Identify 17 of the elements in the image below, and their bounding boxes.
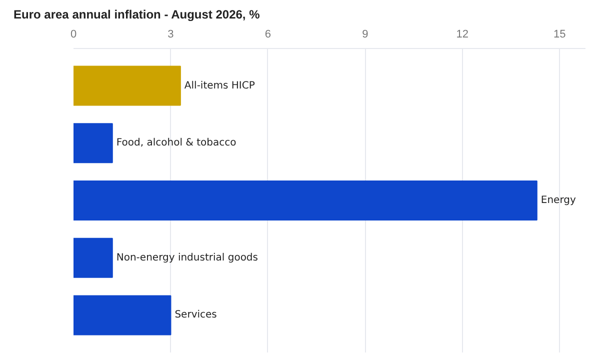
y-tick-label: All-items HICP — [184, 80, 255, 92]
x-tick-label: 6 — [264, 28, 271, 40]
x-tick-label: 12 — [456, 28, 468, 40]
y-tick-label: Non-energy industrial goods — [116, 252, 258, 264]
y-tick-label: Energy — [540, 195, 576, 206]
y-tick-label: Food, alcohol & tobacco — [116, 138, 236, 149]
bar — [74, 238, 113, 278]
chart-title: Euro area annual inflation - August 2026, % — [14, 8, 260, 22]
bar — [74, 123, 113, 164]
bar — [74, 66, 181, 106]
y-tick-label: Services — [174, 310, 217, 321]
bar — [74, 180, 538, 220]
x-tick-label: 15 — [553, 28, 566, 40]
bar — [74, 295, 172, 336]
x-tick-label: 9 — [362, 28, 368, 40]
x-tick-label: 3 — [168, 28, 174, 40]
x-tick-label: 0 — [70, 28, 77, 40]
